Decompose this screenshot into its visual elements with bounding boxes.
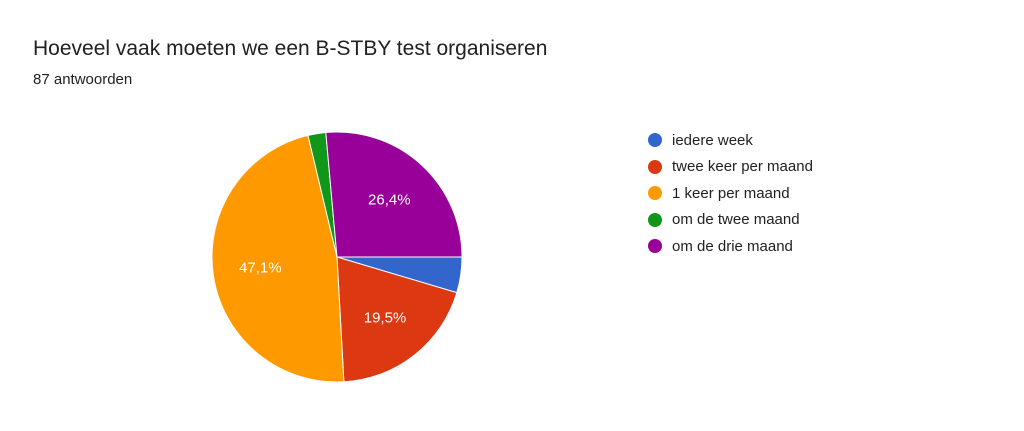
- legend-label: iedere week: [672, 131, 753, 149]
- legend-label: om de drie maand: [672, 237, 793, 255]
- legend-item-iedere-week[interactable]: iedere week: [648, 127, 813, 154]
- legend-label: twee keer per maand: [672, 158, 813, 176]
- pie-slice-1-keer-per-maand[interactable]: [211, 134, 345, 383]
- slice-label-om-de-drie-maand: 26,4%: [368, 191, 411, 208]
- legend-item-twee-keer-per-maand[interactable]: twee keer per maand: [648, 154, 813, 181]
- chart-title: Hoeveel vaak moeten we een B-STBY test o…: [33, 37, 548, 60]
- legend-label: om de twee maand: [672, 211, 800, 229]
- legend-item-1-keer-per-maand[interactable]: 1 keer per maand: [648, 180, 813, 207]
- slice-label-twee-keer-per-maand: 19,5%: [364, 309, 407, 326]
- legend-swatch: [648, 212, 662, 227]
- legend-item-om-de-twee-maand[interactable]: om de twee maand: [648, 207, 813, 234]
- pie-slice-twee-keer-per-maand[interactable]: [336, 256, 458, 383]
- legend-label: 1 keer per maand: [672, 184, 790, 202]
- response-count: 87 antwoorden: [33, 71, 133, 88]
- legend-item-om-de-drie-maand[interactable]: om de drie maand: [648, 233, 813, 260]
- legend-swatch: [648, 133, 662, 148]
- pie-slice-om-de-drie-maand[interactable]: [325, 131, 463, 258]
- legend-swatch: [648, 186, 662, 201]
- legend-swatch: [648, 239, 662, 254]
- slice-label-1-keer-per-maand: 47,1%: [239, 260, 282, 277]
- legend-swatch: [648, 159, 662, 174]
- chart-legend: iedere week twee keer per maand 1 keer per…: [648, 127, 813, 260]
